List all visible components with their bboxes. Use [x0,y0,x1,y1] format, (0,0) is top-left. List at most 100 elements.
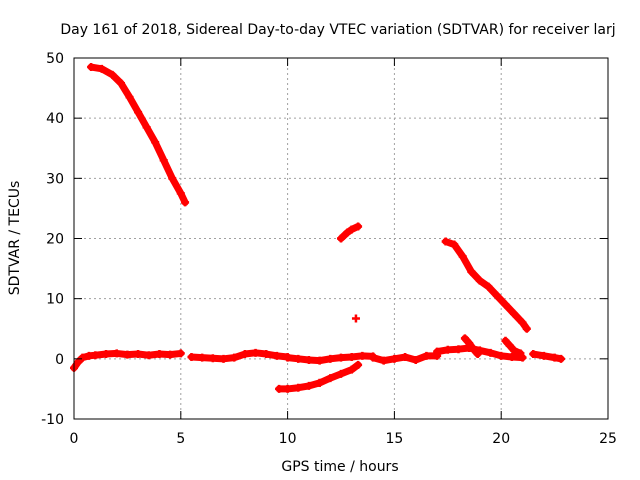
y-tick-label: 40 [46,111,64,127]
data-point [91,351,100,360]
data-point [272,351,281,360]
data-point [230,353,239,362]
x-tick-label: 15 [385,431,403,447]
series-trace [501,337,524,357]
series-baseline-10-14h [283,351,378,365]
data-point [347,225,356,234]
data-point [262,350,271,359]
data-point [441,237,450,246]
data-point [187,353,196,362]
data-point [219,354,228,363]
data-point [529,350,538,359]
data-point [475,276,484,285]
series-baseline-14-17h [369,351,442,365]
data-point [411,356,420,365]
y-tick-label: -10 [41,412,64,428]
data-point [315,378,324,387]
series-arc-peak-18h [460,334,482,359]
data-point [369,353,378,362]
data-point [240,350,249,359]
tick-labels: 0 5 10 15 20 25 -10 0 10 20 30 40 50 [41,51,617,447]
data-point [454,345,463,354]
data-point [465,339,474,348]
x-tick-label: 0 [70,431,79,447]
series-baseline-21-23h [529,350,566,363]
data-point [497,351,506,360]
series-arc-rising-11-13h [315,360,363,387]
data-point [379,356,388,365]
series-arc-short-13h [337,222,363,243]
series-baseline-5-10h [187,348,292,363]
y-tick-label: 0 [55,352,64,368]
data-point [422,351,431,360]
data-points [70,63,566,393]
data-point [460,334,469,343]
data-point [326,374,335,383]
data-point [507,353,516,362]
data-point [275,384,284,393]
data-point [343,228,352,237]
data-point [123,350,132,359]
data-point [283,353,292,362]
data-point [518,318,527,327]
plot-border [73,57,609,420]
data-point [486,348,495,357]
series-baseline-0-5h [70,349,185,372]
series-trace [461,334,482,358]
data-point [337,369,345,378]
data-point [78,353,87,362]
data-point [347,365,356,374]
data-point [304,356,313,365]
data-point [251,348,260,357]
data-point [87,63,96,72]
data-point [484,282,493,291]
data-point [102,350,111,359]
data-point [97,64,106,73]
data-point [337,234,345,243]
data-point [390,354,399,363]
data-point [155,350,164,359]
data-point [450,240,459,249]
data-point [294,383,303,392]
chart-title: Day 161 of 2018, Sidereal Day-to-day VTE… [60,22,615,38]
data-point [198,353,207,362]
data-point [315,356,324,365]
data-point [116,79,125,88]
x-axis-label: GPS time / hours [281,459,398,475]
data-point [473,350,482,359]
data-point [134,350,143,359]
data-point [125,93,134,102]
series-trace [87,63,189,206]
data-point [522,324,531,333]
data-point [351,314,360,323]
series-arc-negative-9-12h [275,378,324,393]
data-point [144,351,153,360]
data-point [433,347,442,356]
x-tick-label: 5 [176,431,185,447]
data-point [326,354,335,363]
data-point [108,70,117,79]
x-tick-label: 10 [279,431,297,447]
data-point [304,381,313,390]
x-tick-label: 25 [599,431,617,447]
data-point [176,189,185,198]
data-point [510,346,519,355]
data-point [283,384,292,393]
data-point [467,267,476,276]
series-arc-descending-late [441,237,531,333]
data-point [354,222,363,231]
data-point [337,353,345,362]
data-point [159,156,168,165]
data-point [510,309,519,318]
data-point [294,354,303,363]
y-axis-label: SDTVAR / TECUs [7,181,23,296]
data-point [492,291,501,300]
data-point [181,198,190,207]
data-point [505,341,514,350]
data-point [166,350,175,359]
data-point [516,349,525,358]
series-point-13h [351,314,360,323]
y-tick-label: 30 [46,171,64,187]
x-tick-label: 20 [492,431,510,447]
